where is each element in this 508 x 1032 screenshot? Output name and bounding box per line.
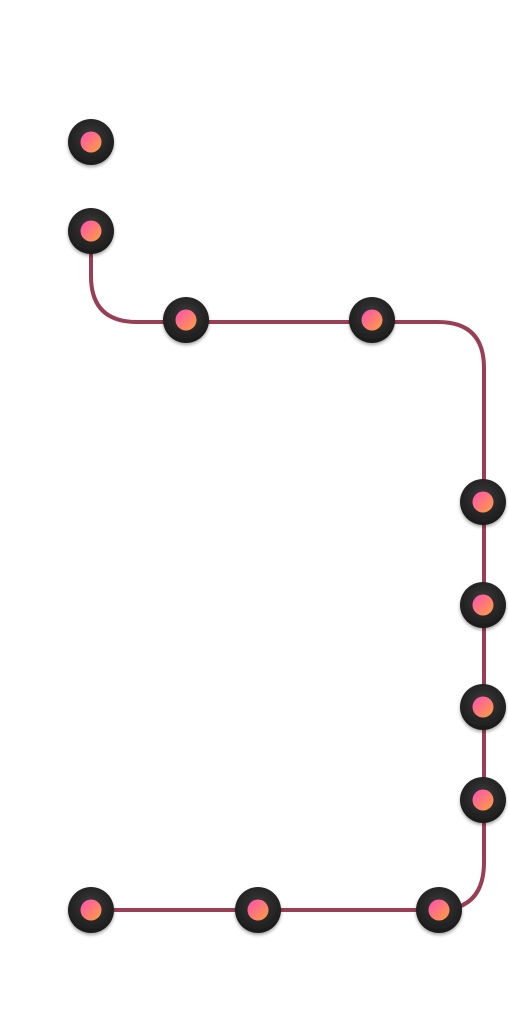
node-dot: [80, 899, 102, 921]
node-dot: [175, 309, 197, 331]
node-dot: [472, 789, 494, 811]
node-dot: [80, 131, 102, 153]
route-path: [89, 231, 486, 912]
nodes-layer: [68, 119, 506, 933]
route-node: [68, 119, 114, 165]
node-dot: [361, 309, 383, 331]
node-dot: [472, 696, 494, 718]
node-dot: [80, 220, 102, 242]
route-node: [460, 684, 506, 730]
route-node: [163, 297, 209, 343]
route-node: [68, 208, 114, 254]
route-node: [416, 887, 462, 933]
route-node: [349, 297, 395, 343]
node-dot: [428, 899, 450, 921]
route-node: [68, 887, 114, 933]
node-dot: [472, 491, 494, 513]
route-node: [460, 777, 506, 823]
route-node: [460, 479, 506, 525]
node-dot: [247, 899, 269, 921]
node-dot: [472, 594, 494, 616]
route-node: [235, 887, 281, 933]
route-node: [460, 582, 506, 628]
